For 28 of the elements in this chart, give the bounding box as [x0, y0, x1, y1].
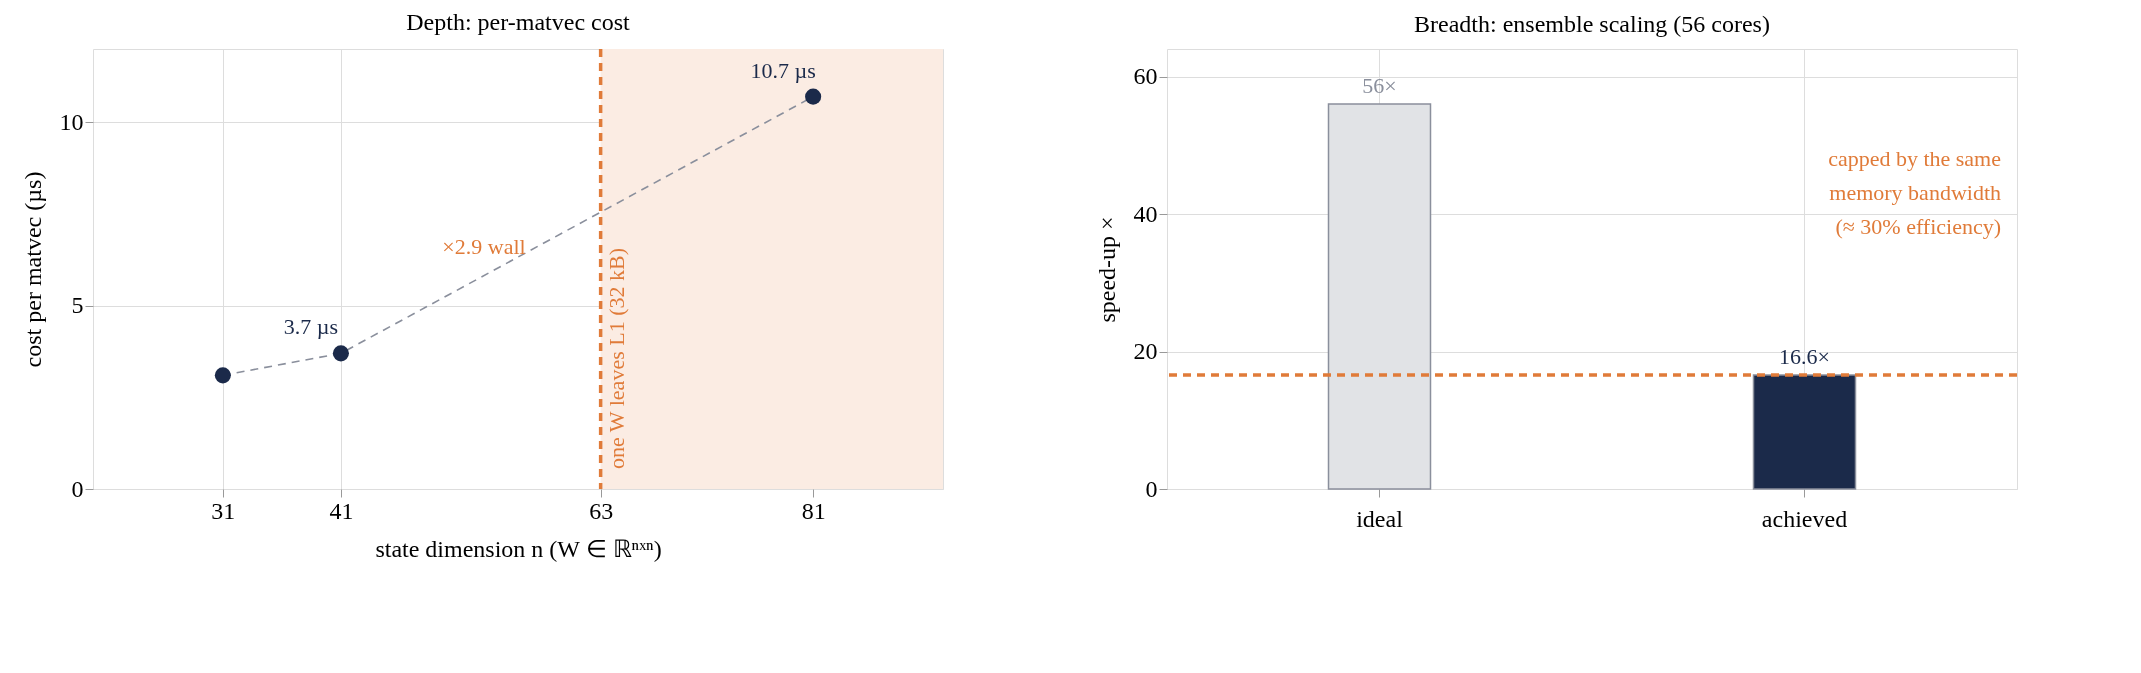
x-tick-label: achieved	[1761, 505, 1848, 532]
point	[805, 88, 822, 105]
annotation: ×2.9 wall	[442, 234, 526, 259]
data-label: 16.6×	[1779, 343, 1830, 369]
x-tick-label: ideal	[1356, 505, 1404, 532]
y-axis-title: speed-up ×	[1093, 216, 1120, 323]
data-label: 3.7 µs	[283, 314, 339, 340]
y-tick-label: 0	[71, 475, 84, 502]
point	[214, 367, 231, 384]
chart-title: Depth: per-matvec cost	[406, 9, 631, 36]
y-axis-title: cost per matvec (µs)	[19, 171, 46, 368]
x-tick-label: 63	[589, 497, 614, 524]
point	[332, 345, 349, 362]
x-tick-label: 41	[329, 497, 354, 524]
y-tick-label: 40	[1133, 200, 1158, 227]
x-tick-label: 31	[211, 497, 236, 524]
x-tick-label: 81	[801, 497, 826, 524]
y-tick-label: 5	[71, 292, 84, 319]
annotation: capped by the same memory bandwidth (≈ 30% efficiency)	[1828, 146, 2001, 239]
y-tick-label: 10	[59, 108, 84, 135]
data-label: 56×	[1362, 73, 1397, 98]
data-label: 10.7 µs	[750, 57, 816, 83]
x-axis-title: state dimension n (W ∈ ℝⁿˣⁿ)	[375, 535, 662, 562]
y-tick-label: 0	[1145, 475, 1158, 502]
y-tick-label: 60	[1133, 63, 1158, 89]
ref-line-label: one W leaves L1 (32 kB)	[603, 248, 629, 469]
y-tick-label: 20	[1133, 338, 1158, 364]
chart-title: Breadth: ensemble scaling (56 cores)	[1414, 11, 1770, 37]
